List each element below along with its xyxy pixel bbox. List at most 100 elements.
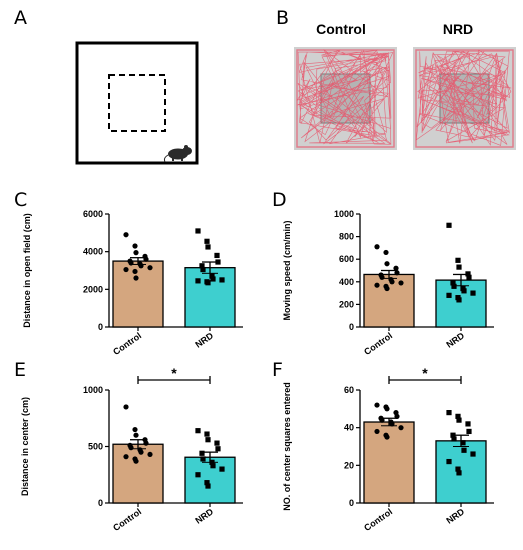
data-point bbox=[133, 432, 139, 438]
category-label-nrd: NRD bbox=[444, 330, 466, 350]
data-point bbox=[199, 450, 205, 456]
data-point bbox=[461, 288, 467, 294]
data-point bbox=[384, 434, 390, 440]
y-tick-label: 1000 bbox=[334, 209, 354, 219]
data-point bbox=[451, 436, 457, 442]
panel-letter-b: B bbox=[276, 7, 289, 29]
data-point bbox=[394, 413, 400, 419]
data-point bbox=[205, 244, 211, 250]
panel-letter-d: D bbox=[272, 189, 287, 211]
data-point bbox=[374, 428, 380, 435]
data-point bbox=[133, 458, 139, 464]
data-point bbox=[470, 290, 476, 296]
y-axis-label: Distance in center (cm) bbox=[20, 397, 30, 496]
chart-d: D 0 200 400 600 800 1000 Moving speed (cm/min) C… bbox=[272, 189, 494, 357]
data-point bbox=[446, 222, 452, 228]
open-field-schematic bbox=[75, 41, 199, 165]
panel-letter-c: C bbox=[14, 189, 27, 211]
data-point bbox=[466, 274, 472, 280]
data-point bbox=[374, 244, 380, 250]
data-point bbox=[456, 264, 462, 270]
y-tick-label: 1000 bbox=[83, 385, 103, 395]
category-label-nrd: NRD bbox=[193, 330, 215, 350]
data-point bbox=[204, 238, 210, 244]
data-point bbox=[199, 263, 205, 269]
data-point bbox=[210, 463, 216, 469]
data-point bbox=[209, 459, 215, 465]
data-point bbox=[383, 249, 389, 256]
y-tick-label: 0 bbox=[349, 322, 354, 332]
data-point bbox=[147, 265, 153, 271]
data-point bbox=[374, 402, 380, 408]
data-point bbox=[384, 261, 390, 267]
data-point bbox=[200, 266, 206, 273]
panel-b-title-nrd: NRD bbox=[443, 21, 473, 37]
data-point bbox=[379, 417, 385, 423]
data-point bbox=[456, 417, 462, 423]
y-tick-label: 60 bbox=[344, 385, 354, 395]
data-point bbox=[205, 483, 211, 489]
y-tick-label: 6000 bbox=[83, 209, 103, 219]
data-point bbox=[384, 406, 390, 412]
significance-star: * bbox=[422, 365, 428, 381]
track-lines-control bbox=[296, 49, 395, 148]
data-point bbox=[205, 437, 211, 443]
bar-control bbox=[363, 421, 415, 504]
data-point bbox=[214, 440, 220, 446]
chart-e: E 0 500 1000 Distance in center (cm) Control N… bbox=[14, 359, 243, 533]
panel-letter-e: E bbox=[14, 359, 26, 381]
panel-letter-a: A bbox=[14, 7, 27, 29]
data-point bbox=[123, 266, 129, 273]
data-point bbox=[215, 259, 221, 265]
y-tick-label: 4000 bbox=[83, 247, 103, 257]
y-tick-label: 40 bbox=[344, 423, 354, 433]
data-point bbox=[384, 285, 390, 292]
data-point bbox=[456, 470, 462, 476]
data-point bbox=[123, 232, 129, 238]
data-point bbox=[132, 243, 138, 249]
track-image-nrd bbox=[413, 47, 516, 150]
data-point bbox=[143, 440, 149, 446]
data-point bbox=[446, 410, 452, 416]
data-point bbox=[455, 413, 461, 419]
category-label-nrd: NRD bbox=[193, 506, 215, 526]
bar-control bbox=[112, 443, 164, 504]
data-point bbox=[446, 458, 452, 465]
data-point bbox=[398, 280, 404, 286]
data-point bbox=[195, 472, 201, 478]
category-label-control: Control bbox=[111, 330, 143, 357]
data-point bbox=[132, 268, 138, 275]
y-tick-label: 800 bbox=[339, 232, 354, 242]
data-point bbox=[466, 428, 472, 435]
y-tick-label: 0 bbox=[349, 498, 354, 508]
data-point bbox=[461, 447, 467, 453]
data-point bbox=[128, 260, 134, 266]
data-point bbox=[138, 449, 144, 455]
bar-control bbox=[112, 260, 164, 328]
data-point bbox=[143, 256, 149, 262]
data-point bbox=[460, 440, 466, 446]
category-label-control: Control bbox=[362, 506, 394, 533]
data-point bbox=[470, 451, 476, 457]
data-point bbox=[389, 279, 395, 285]
category-label-control: Control bbox=[362, 330, 394, 357]
y-tick-label: 0 bbox=[98, 498, 103, 508]
panel-letter-f: F bbox=[272, 359, 283, 381]
data-point bbox=[219, 466, 225, 472]
track-lines-nrd bbox=[415, 49, 514, 148]
data-point bbox=[219, 277, 225, 283]
data-point bbox=[389, 421, 395, 427]
y-tick-label: 600 bbox=[339, 254, 354, 264]
y-tick-label: 500 bbox=[88, 442, 103, 452]
track-image-control bbox=[294, 47, 397, 150]
data-point bbox=[195, 228, 201, 234]
data-point bbox=[450, 280, 456, 286]
panel-b-title-control: Control bbox=[316, 21, 366, 37]
y-axis-label: Distance in open field (cm) bbox=[22, 213, 32, 328]
data-point bbox=[195, 428, 201, 434]
data-point bbox=[204, 431, 210, 437]
chart-c: C 0 2000 4000 6000 Distance in open field (cm… bbox=[14, 189, 243, 357]
y-axis-label: NO. of center squares entered bbox=[282, 382, 292, 511]
chart-f: F 0 20 40 60 NO. of center squares entered Con… bbox=[272, 359, 494, 533]
